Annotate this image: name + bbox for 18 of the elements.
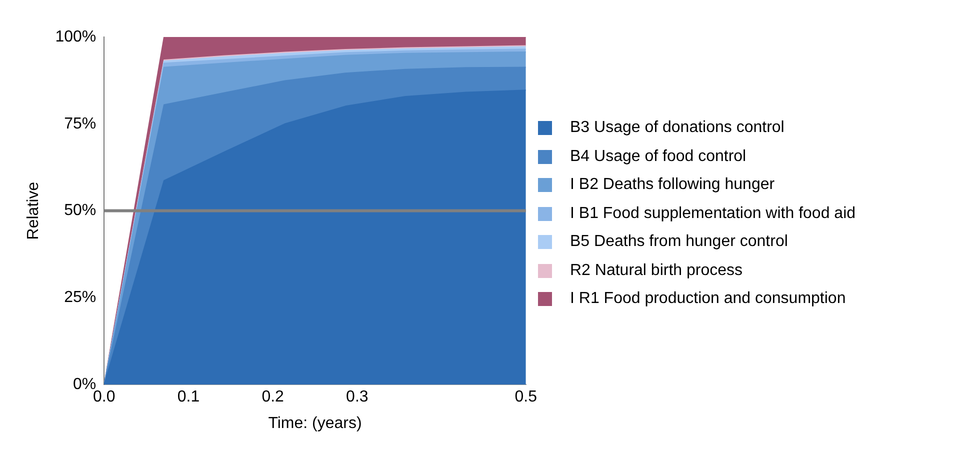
y-tick-label: 100% [55,28,96,46]
y-tick-label: 25% [64,289,96,306]
legend-label: B3 Usage of donations control [570,119,784,138]
x-tick-label: 0.5 [514,388,538,406]
x-tick-label: 0.0 [92,388,116,406]
x-tick-label: 0.3 [346,388,368,406]
x-tick-label: 0.1 [177,388,200,406]
y-tick-label: 50% [64,202,96,220]
legend-label: I B1 Food supplementation with food aid [570,204,856,223]
x-axis-title: Time: (years) [268,414,362,432]
legend-label: R2 Natural birth process [570,262,743,280]
legend-label: I R1 Food production and consumption [570,290,846,308]
legend-label: B4 Usage of food control [570,148,746,166]
y-tick-label: 75% [64,115,96,132]
legend-label: B5 Deaths from hunger control [570,233,788,252]
y-axis-title: Relative [25,182,42,240]
x-tick-label: 0.2 [262,388,284,406]
legend-label: I B2 Deaths following hunger [570,176,775,194]
